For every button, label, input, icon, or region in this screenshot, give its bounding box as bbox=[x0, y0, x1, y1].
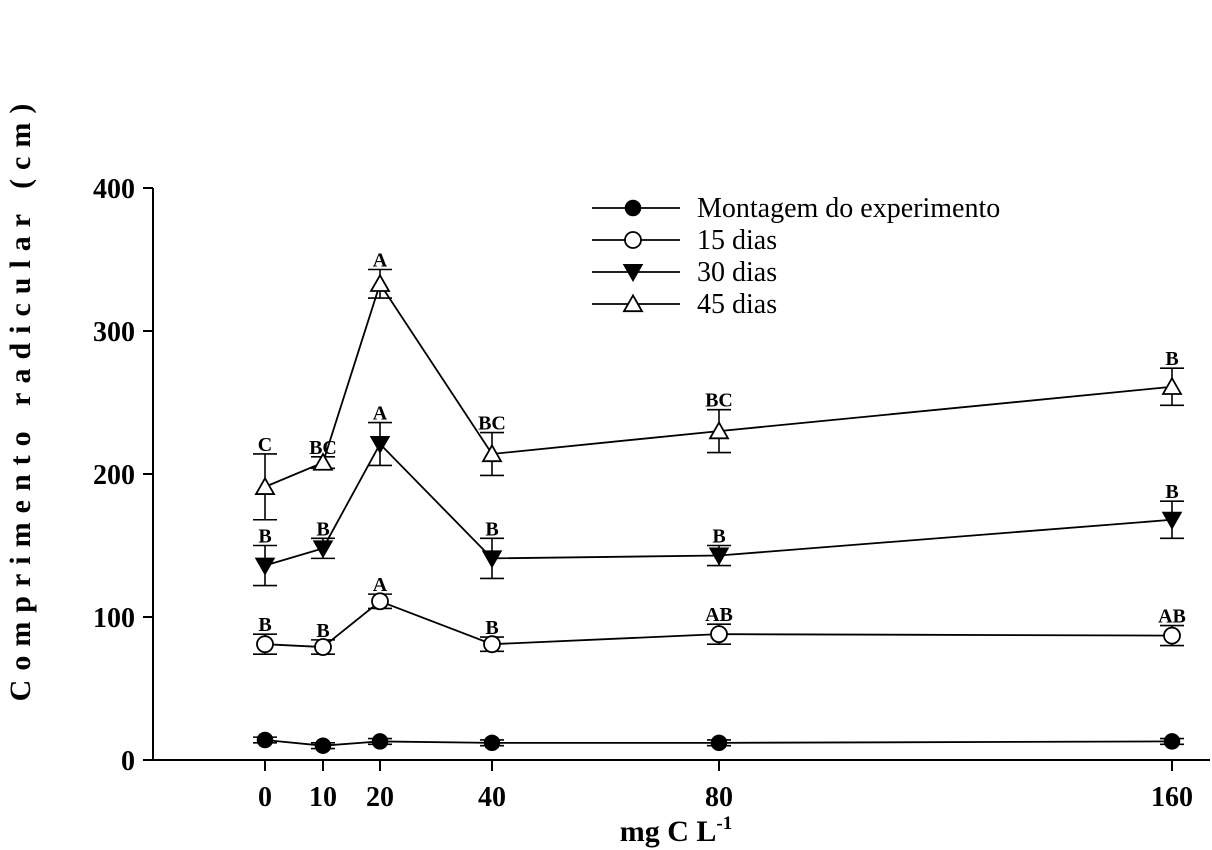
x-axis-title: mg C L-1 bbox=[620, 813, 733, 848]
y-tick-label: 0 bbox=[121, 746, 135, 777]
significance-label: B bbox=[485, 518, 498, 540]
series-line bbox=[264, 281, 1173, 488]
axes bbox=[152, 188, 1210, 761]
x-tick-label: 160 bbox=[1151, 782, 1193, 813]
data-point bbox=[483, 734, 501, 752]
y-tick-label: 300 bbox=[93, 317, 135, 348]
data-point bbox=[1163, 626, 1181, 645]
significance-label: AB bbox=[1158, 606, 1186, 628]
data-point bbox=[708, 547, 730, 566]
data-point bbox=[481, 550, 503, 569]
data-point bbox=[314, 737, 332, 754]
data-point bbox=[622, 293, 644, 313]
significance-label: B bbox=[316, 620, 329, 642]
significance-label: B bbox=[1165, 348, 1178, 370]
significance-label: BC bbox=[478, 413, 506, 435]
data-point bbox=[312, 540, 334, 559]
legend-label: 45 dias bbox=[697, 289, 777, 320]
y-tick-label: 100 bbox=[93, 603, 135, 634]
data-point bbox=[371, 733, 389, 750]
y-axis-title: Comprimento radicular (cm) bbox=[4, 95, 37, 702]
legend-label: 30 dias bbox=[697, 257, 777, 288]
y-tick-label: 400 bbox=[93, 174, 135, 205]
series-line bbox=[264, 600, 1173, 648]
data-point bbox=[710, 734, 728, 752]
data-point bbox=[371, 592, 389, 611]
x-axis-title-superscript: -1 bbox=[716, 813, 732, 834]
x-ticks: 0 10 20 40 80 160 bbox=[258, 760, 1193, 813]
x-tick-label: 0 bbox=[258, 782, 272, 813]
y-tick-label: 200 bbox=[93, 460, 135, 491]
data-point bbox=[369, 436, 391, 455]
data-point bbox=[1163, 733, 1181, 750]
x-tick-label: 20 bbox=[366, 782, 394, 813]
significance-label: B bbox=[316, 518, 329, 540]
y-ticks: 0 100 200 300 400 bbox=[93, 174, 153, 777]
x-tick-label: 10 bbox=[309, 782, 337, 813]
data-point bbox=[622, 264, 644, 283]
significance-label: B bbox=[485, 617, 498, 639]
series-line bbox=[264, 442, 1173, 567]
data-point bbox=[256, 635, 274, 654]
significance-label: B bbox=[712, 526, 725, 548]
data-point bbox=[624, 231, 642, 249]
data-point bbox=[254, 557, 276, 576]
data-point bbox=[256, 731, 274, 749]
data-point bbox=[1161, 511, 1183, 530]
significance-label: BC bbox=[309, 437, 337, 459]
significance-label: A bbox=[373, 250, 388, 272]
series: B B A B B B bbox=[253, 403, 1184, 587]
significance-label: A bbox=[373, 403, 388, 425]
data-point bbox=[1161, 376, 1183, 395]
significance-label: B bbox=[1165, 481, 1178, 503]
x-tick-label: 40 bbox=[478, 782, 506, 813]
significance-label: AB bbox=[705, 604, 733, 626]
data-point bbox=[481, 443, 503, 463]
significance-label: BC bbox=[705, 390, 733, 412]
data-point bbox=[312, 452, 334, 471]
data-point bbox=[369, 273, 391, 292]
data-point bbox=[710, 625, 728, 644]
x-tick-label: 80 bbox=[705, 782, 733, 813]
data-point bbox=[708, 420, 730, 440]
data-point bbox=[624, 199, 642, 217]
significance-label: B bbox=[258, 526, 271, 548]
significance-label: C bbox=[258, 434, 272, 456]
data-point bbox=[483, 635, 501, 654]
data-point bbox=[254, 476, 276, 495]
legend-label: 15 dias bbox=[697, 225, 777, 256]
series bbox=[253, 731, 1184, 754]
data-point bbox=[314, 638, 332, 656]
significance-label: A bbox=[373, 574, 388, 596]
x-axis-title-main: mg C L bbox=[620, 815, 717, 848]
significance-label: B bbox=[258, 614, 271, 636]
series: C BC A BC BC B bbox=[253, 250, 1184, 521]
series-line bbox=[264, 739, 1173, 747]
legend-label: Montagem do experimento bbox=[697, 193, 1000, 224]
